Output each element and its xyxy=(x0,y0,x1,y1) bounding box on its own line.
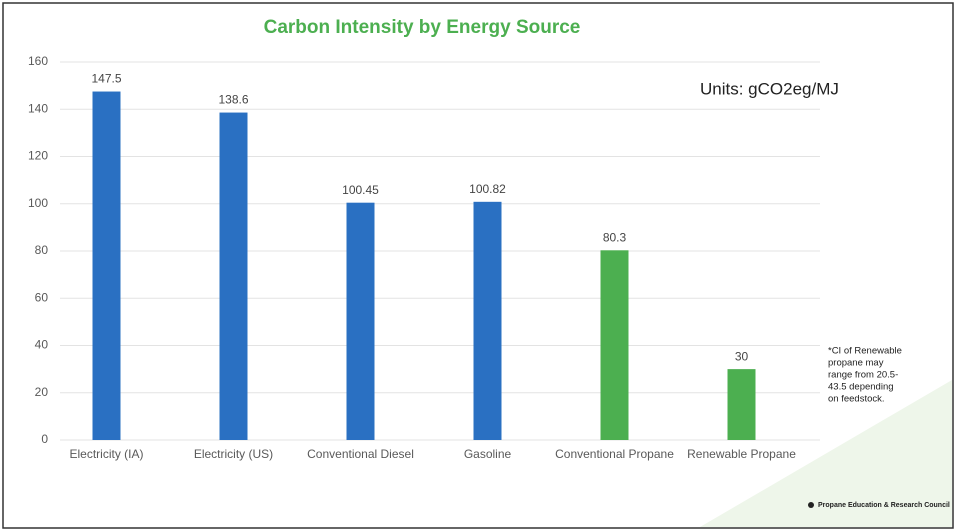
footnote: on feedstock. xyxy=(828,394,885,405)
x-tick-label: Gasoline xyxy=(464,447,512,461)
bar xyxy=(92,91,121,440)
footnote: range from 20.5- xyxy=(828,370,898,381)
bar xyxy=(346,202,375,440)
y-tick-label: 160 xyxy=(28,54,48,68)
y-tick-label: 60 xyxy=(35,290,49,304)
x-tick-label: Conventional Propane xyxy=(555,447,674,461)
logo-icon xyxy=(808,502,814,508)
x-tick-label: Conventional Diesel xyxy=(307,447,414,461)
footnote: propane may xyxy=(828,358,884,369)
y-tick-label: 40 xyxy=(35,338,49,352)
units-annotation: Units: gCO2eg/MJ xyxy=(700,79,839,98)
value-label: 100.45 xyxy=(342,183,379,197)
y-tick-label: 120 xyxy=(28,149,48,163)
value-label: 30 xyxy=(735,349,749,363)
x-tick-label: Electricity (IA) xyxy=(69,447,143,461)
footnote: *CI of Renewable xyxy=(828,346,902,357)
x-tick-label: Renewable Propane xyxy=(687,447,796,461)
bar xyxy=(219,112,248,441)
source-logo: Propane Education & Research Council xyxy=(818,502,950,509)
y-tick-label: 100 xyxy=(28,196,48,210)
y-tick-label: 0 xyxy=(41,432,48,446)
footnote: 43.5 depending xyxy=(828,382,894,393)
value-label: 100.82 xyxy=(469,182,506,196)
bar xyxy=(727,369,756,440)
value-label: 138.6 xyxy=(218,93,248,107)
y-tick-label: 140 xyxy=(28,101,48,115)
bar xyxy=(473,201,502,440)
chart-title: Carbon Intensity by Energy Source xyxy=(264,17,581,38)
bar xyxy=(600,250,629,440)
y-tick-label: 80 xyxy=(35,243,49,257)
x-tick-label: Electricity (US) xyxy=(194,447,273,461)
y-tick-label: 20 xyxy=(35,385,49,399)
decoration xyxy=(700,380,952,527)
value-label: 147.5 xyxy=(91,72,121,86)
value-label: 80.3 xyxy=(603,230,627,244)
